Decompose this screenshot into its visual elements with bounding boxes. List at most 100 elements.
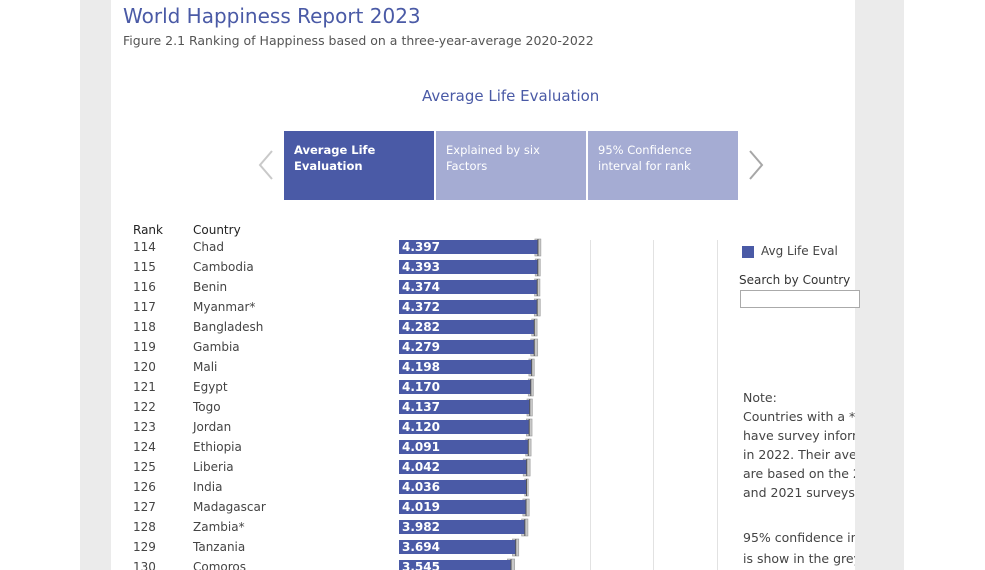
- rank-cell: 126: [133, 480, 156, 494]
- bar-value-label: 4.372: [402, 300, 440, 314]
- bar[interactable]: [399, 400, 530, 414]
- tab-confidence-interval[interactable]: 95% Confidence interval for rank: [588, 131, 738, 200]
- rank-cell: 114: [133, 240, 156, 254]
- note-line: are based on the 2: [743, 466, 855, 481]
- country-cell[interactable]: Comoros: [193, 560, 247, 570]
- bar-value-label: 4.036: [402, 480, 440, 494]
- bar[interactable]: [399, 520, 525, 534]
- country-cell[interactable]: Myanmar*: [193, 300, 256, 314]
- country-cell[interactable]: Tanzania: [193, 540, 246, 554]
- country-cell[interactable]: Zambia*: [193, 520, 245, 534]
- tab-label-line2: Factors: [446, 159, 488, 173]
- country-cell[interactable]: Gambia: [193, 340, 240, 354]
- tab-label-line1: Explained by six: [446, 143, 540, 157]
- bar-value-label: 4.120: [402, 420, 440, 434]
- rank-cell: 124: [133, 440, 156, 454]
- country-cell[interactable]: Bangladesh: [193, 320, 264, 334]
- bar-value-label: 4.393: [402, 260, 440, 274]
- chevron-right-icon[interactable]: [746, 148, 766, 182]
- section-title: Average Life Evaluation: [422, 87, 600, 105]
- bar-value-label: 4.198: [402, 360, 440, 374]
- bar-value-label: 4.042: [402, 460, 440, 474]
- country-cell[interactable]: Togo: [193, 400, 221, 414]
- bar[interactable]: [399, 360, 532, 374]
- bar-value-label: 4.282: [402, 320, 440, 334]
- rank-cell: 125: [133, 460, 156, 474]
- note-panel: Note: Countries with a * have survey infor…: [735, 380, 855, 570]
- page-title: World Happiness Report 2023: [123, 4, 421, 28]
- rank-cell: 129: [133, 540, 156, 554]
- bar-value-label: 4.170: [402, 380, 440, 394]
- search-country-input[interactable]: [740, 290, 860, 308]
- bar[interactable]: [399, 280, 538, 294]
- bar[interactable]: [399, 560, 512, 570]
- bar[interactable]: [399, 480, 527, 494]
- left-margin: [80, 0, 111, 570]
- note-line: and 2021 surveys.: [743, 485, 855, 500]
- rank-cell: 121: [133, 380, 156, 394]
- rank-cell: 123: [133, 420, 156, 434]
- chevron-left-icon[interactable]: [256, 148, 276, 182]
- rank-cell: 128: [133, 520, 156, 534]
- bar[interactable]: [399, 380, 531, 394]
- bar[interactable]: [399, 540, 516, 554]
- country-cell[interactable]: Cambodia: [193, 260, 254, 274]
- rank-cell: 117: [133, 300, 156, 314]
- bar[interactable]: [399, 440, 529, 454]
- bar-value-label: 3.982: [402, 520, 440, 534]
- country-cell[interactable]: Mali: [193, 360, 218, 374]
- rank-cell: 118: [133, 320, 156, 334]
- rank-cell: 130: [133, 560, 156, 570]
- bar-value-label: 4.091: [402, 440, 440, 454]
- rank-cell: 119: [133, 340, 156, 354]
- tab-average-life-evaluation[interactable]: Average Life Evaluation: [284, 131, 434, 200]
- note-line: in 2022. Their aver: [743, 447, 855, 462]
- rank-cell: 116: [133, 280, 156, 294]
- bar[interactable]: [399, 340, 535, 354]
- country-cell[interactable]: Benin: [193, 280, 228, 294]
- bar-value-label: 4.374: [402, 280, 440, 294]
- bar-value-label: 4.279: [402, 340, 440, 354]
- tab-explained-by-six-factors[interactable]: Explained by six Factors: [436, 131, 586, 200]
- rank-cell: 122: [133, 400, 156, 414]
- bar[interactable]: [399, 240, 538, 254]
- bar[interactable]: [399, 260, 538, 274]
- bar-value-label: 3.694: [402, 540, 440, 554]
- tab-label-line1: 95% Confidence: [598, 143, 692, 157]
- bars-layer: 4.397 4.393 4.374 4.372 4.282 4.279 4.198 4.170…: [399, 238, 542, 570]
- note-ci-line: 95% confidence in: [743, 530, 855, 545]
- bar-value-label: 4.137: [402, 400, 440, 414]
- note-ci-line: is show in the grey: [743, 551, 855, 566]
- tab-label-line2: Evaluation: [294, 159, 363, 173]
- country-column-header: Country: [193, 223, 241, 237]
- country-cell[interactable]: Egypt: [193, 380, 228, 394]
- bar[interactable]: [399, 300, 538, 314]
- tab-label-line1: Average Life: [294, 143, 376, 157]
- bar-value-label: 4.397: [402, 240, 440, 254]
- right-margin: [855, 0, 904, 570]
- country-cell[interactable]: India: [193, 480, 223, 494]
- bar[interactable]: [399, 460, 527, 474]
- rank-cell: 115: [133, 260, 156, 274]
- note-line: Countries with a *: [743, 409, 855, 424]
- bar[interactable]: [399, 500, 527, 514]
- bar[interactable]: [399, 320, 535, 334]
- page-subtitle: Figure 2.1 Ranking of Happiness based on…: [123, 33, 594, 48]
- bar-value-label: 4.019: [402, 500, 440, 514]
- note-line: have survey inform: [743, 428, 855, 443]
- rank-cell: 120: [133, 360, 156, 374]
- legend-swatch: [742, 246, 754, 258]
- country-cell[interactable]: Chad: [193, 240, 224, 254]
- bar[interactable]: [399, 420, 530, 434]
- rank-cell: 127: [133, 500, 156, 514]
- country-cell[interactable]: Jordan: [193, 420, 232, 434]
- country-cell[interactable]: Liberia: [193, 460, 234, 474]
- country-cell[interactable]: Madagascar: [193, 500, 266, 514]
- bar-value-label: 3.545: [402, 560, 440, 570]
- country-cell[interactable]: Ethiopia: [193, 440, 242, 454]
- rank-column-header: Rank: [133, 223, 163, 237]
- search-label: Search by Country: [739, 273, 851, 287]
- tab-label-line2: interval for rank: [598, 159, 691, 173]
